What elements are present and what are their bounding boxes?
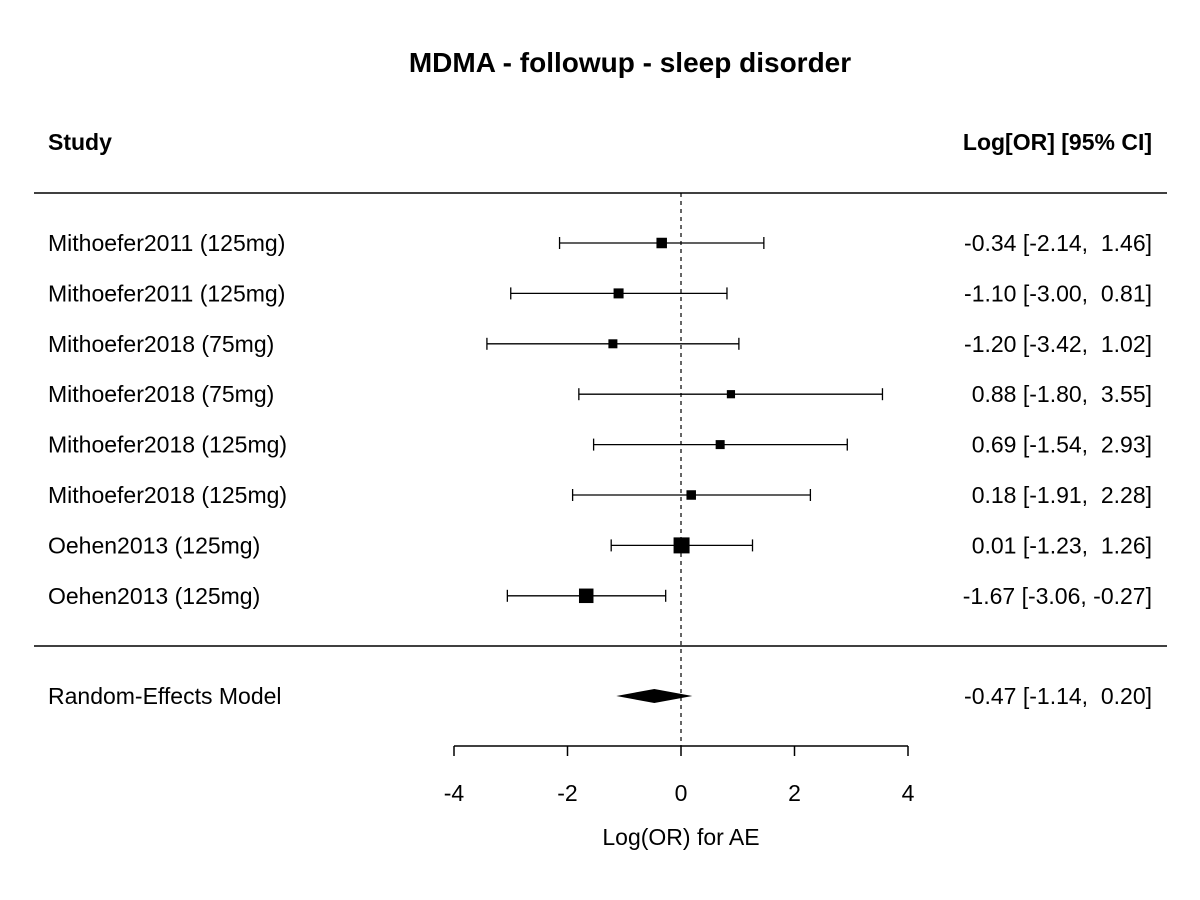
estimate-ci-text: -1.10 [-3.00, 0.81] [964,280,1152,306]
study-column-header: Study [48,129,112,155]
point-estimate [715,440,725,450]
point-estimate [673,537,690,554]
summary-diamond [616,689,693,703]
estimate-ci-text: -1.67 [-3.06, -0.27] [963,583,1152,609]
point-estimate [613,288,624,299]
estimate-ci-text: 0.18 [-1.91, 2.28] [965,482,1152,508]
x-tick-label: 2 [788,780,801,806]
summary-label: Random-Effects Model [48,683,282,709]
estimate-ci-text: 0.01 [-1.23, 1.26] [965,532,1152,558]
study-label: Oehen2013 (125mg) [48,583,260,609]
study-label: Mithoefer2011 (125mg) [48,280,285,306]
study-label: Mithoefer2018 (125mg) [48,432,287,458]
study-label: Mithoefer2018 (75mg) [48,381,274,407]
point-estimate [578,588,594,604]
point-estimate [656,237,667,249]
chart-title: MDMA - followup - sleep disorder [409,47,851,78]
estimate-ci-text: 0.88 [-1.80, 3.55] [965,381,1152,407]
study-rows: Mithoefer2011 (125mg) -0.34 [-2.14, 1.46]… [48,230,1152,609]
estimate-ci-text: 0.69 [-1.54, 2.93] [965,432,1152,458]
estimate-ci-text: -1.20 [-3.42, 1.02] [964,331,1152,357]
estimate-ci-text: -0.34 [-2.14, 1.46] [964,230,1152,256]
summary-row: Random-Effects Model -0.47 [-1.14, 0.20] [48,683,1152,709]
x-axis: -4 -2 0 2 4 [444,745,915,806]
study-label: Mithoefer2018 (125mg) [48,482,287,508]
study-label: Mithoefer2011 (125mg) [48,230,285,256]
summary-ci-text: -0.47 [-1.14, 0.20] [964,683,1152,709]
point-estimate [726,390,736,399]
point-estimate [608,339,618,349]
study-label: Oehen2013 (125mg) [48,532,260,558]
x-tick-label: -2 [557,780,577,806]
point-estimate [686,490,696,500]
x-tick-label: -4 [444,780,465,806]
estimate-column-header: Log[OR] [95% CI] [963,129,1152,155]
x-axis-label: Log(OR) for AE [602,824,759,850]
x-tick-label: 4 [902,780,915,806]
study-label: Mithoefer2018 (75mg) [48,331,274,357]
x-tick-label: 0 [675,780,688,806]
